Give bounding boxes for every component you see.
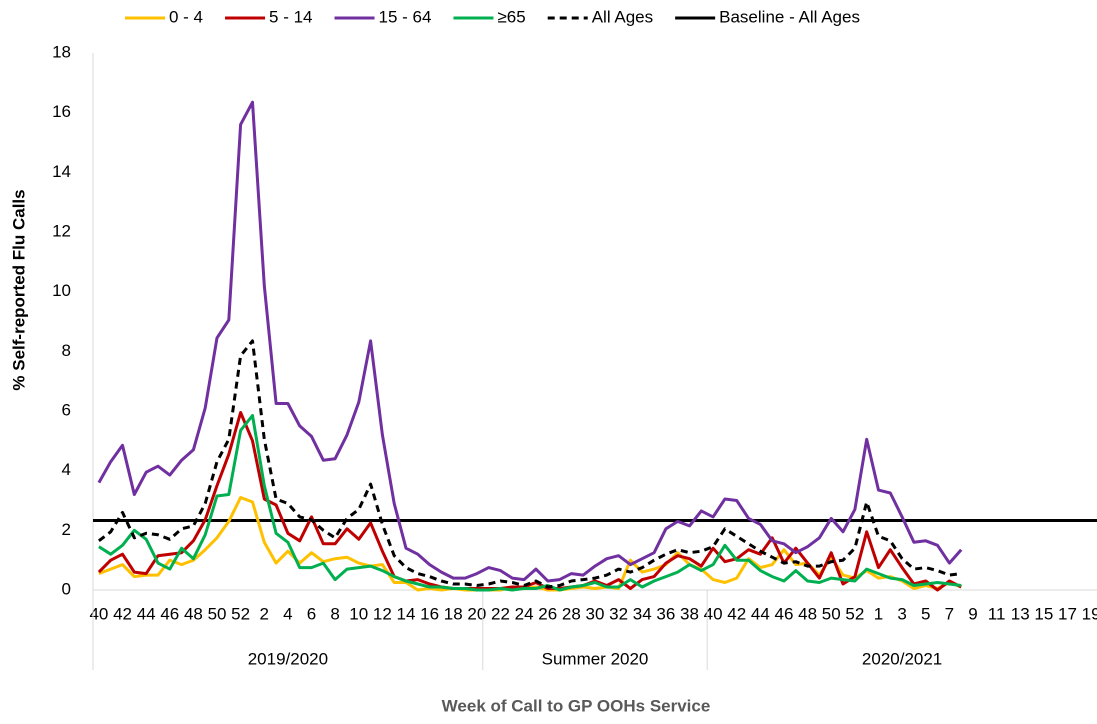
y-tick-label: 14	[52, 162, 71, 181]
x-tick-label: 32	[609, 604, 628, 623]
x-tick-label: 4	[283, 604, 292, 623]
x-tick-label: 10	[349, 604, 368, 623]
legend-label: 0 - 4	[169, 7, 203, 26]
y-tick-label: 10	[52, 281, 71, 300]
y-tick-label: 0	[62, 579, 71, 598]
group-label: Summer 2020	[542, 649, 649, 668]
x-tick-label: 42	[113, 604, 132, 623]
x-tick-label: 44	[137, 604, 156, 623]
legend-label: 15 - 64	[379, 7, 432, 26]
y-tick-label: 4	[62, 460, 71, 479]
y-axis-title: % Self-reported Flu Calls	[9, 189, 28, 390]
x-tick-label: 19	[1082, 604, 1097, 623]
x-tick-label: 15	[1034, 604, 1053, 623]
x-tick-label: 5	[921, 604, 930, 623]
group-label: 2020/2021	[862, 649, 942, 668]
x-tick-label: 17	[1058, 604, 1077, 623]
legend-label: ≥65	[497, 7, 525, 26]
legend-label: Baseline - All Ages	[719, 7, 860, 26]
x-tick-label: 3	[897, 604, 906, 623]
x-tick-label: 48	[184, 604, 203, 623]
x-tick-label: 48	[798, 604, 817, 623]
x-tick-label: 24	[515, 604, 534, 623]
x-tick-label: 52	[231, 604, 250, 623]
x-tick-label: 22	[491, 604, 510, 623]
x-tick-label: 11	[988, 604, 1006, 623]
x-tick-label: 9	[968, 604, 977, 623]
x-tick-label: 40	[704, 604, 723, 623]
x-tick-label: 1	[874, 604, 883, 623]
series-line	[97, 100, 963, 583]
x-tick-label: 50	[208, 604, 227, 623]
series-line	[97, 411, 962, 592]
series-line	[98, 414, 962, 592]
x-tick-label: 42	[727, 604, 746, 623]
x-tick-label: 8	[330, 604, 339, 623]
x-tick-label: 26	[538, 604, 557, 623]
x-tick-label: 2	[260, 604, 269, 623]
legend-label: All Ages	[592, 7, 653, 26]
x-tick-label: 46	[775, 604, 794, 623]
x-tick-label: 30	[586, 604, 605, 623]
x-tick-label: 7	[945, 604, 954, 623]
x-tick-label: 34	[633, 604, 652, 623]
x-tick-label: 6	[307, 604, 316, 623]
x-tick-label: 46	[160, 604, 179, 623]
x-tick-label: 44	[751, 604, 770, 623]
x-tick-label: 12	[373, 604, 392, 623]
x-tick-label: 36	[656, 604, 675, 623]
y-tick-label: 8	[62, 341, 71, 360]
x-tick-label: 18	[444, 604, 463, 623]
x-tick-label: 20	[467, 604, 486, 623]
y-tick-label: 16	[52, 102, 71, 121]
x-axis-title: Week of Call to GP OOHs Service	[442, 696, 711, 715]
x-tick-label: 16	[420, 604, 439, 623]
x-tick-label: 28	[562, 604, 581, 623]
x-tick-label: 38	[680, 604, 699, 623]
y-tick-label: 6	[62, 400, 71, 419]
group-label: 2019/2020	[248, 649, 328, 668]
y-tick-label: 18	[52, 42, 71, 61]
series-line	[97, 339, 962, 589]
y-tick-label: 2	[62, 520, 71, 539]
x-tick-label: 40	[89, 604, 108, 623]
x-tick-label: 13	[1011, 604, 1030, 623]
x-tick-label: 50	[822, 604, 841, 623]
legend-label: 5 - 14	[269, 7, 312, 26]
x-tick-label: 52	[845, 604, 864, 623]
y-tick-label: 12	[52, 221, 71, 240]
x-tick-label: 14	[397, 604, 416, 623]
